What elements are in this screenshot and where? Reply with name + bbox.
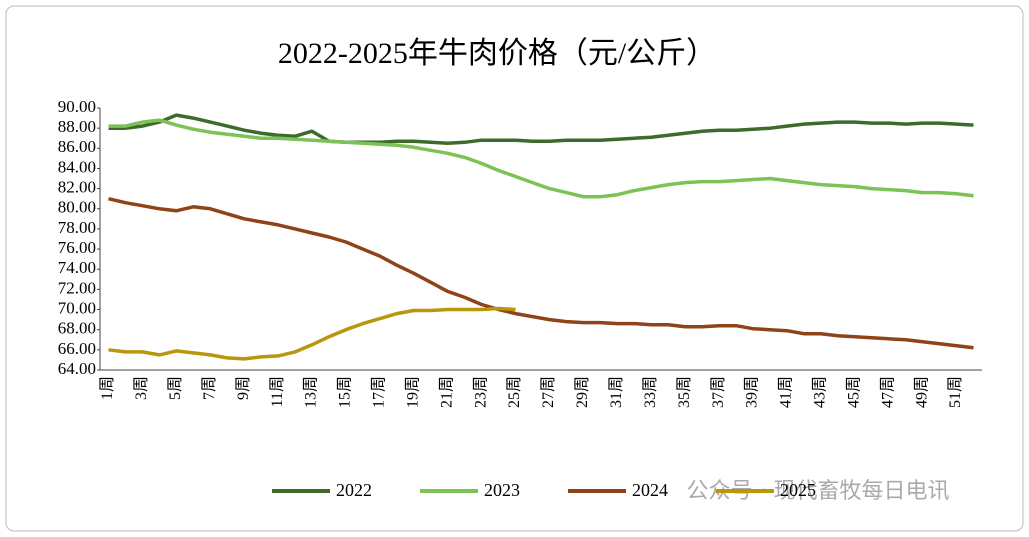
legend-label: 2025 xyxy=(780,480,816,500)
y-tick-label: 64.00 xyxy=(58,359,96,378)
x-tick-label: 35周 xyxy=(676,376,693,408)
legend-label: 2024 xyxy=(632,480,668,500)
x-tick-label: 37周 xyxy=(710,376,727,408)
y-tick-label: 78.00 xyxy=(58,218,96,237)
legend-label: 2022 xyxy=(336,480,372,500)
x-tick-label: 11周 xyxy=(269,376,286,407)
x-tick-label: 3周 xyxy=(133,376,150,400)
y-tick-label: 88.00 xyxy=(58,117,96,136)
x-tick-label: 17周 xyxy=(371,376,388,408)
x-tick-label: 5周 xyxy=(167,376,184,400)
x-tick-label: 29周 xyxy=(574,376,591,408)
series-line xyxy=(108,306,516,361)
x-tick-label: 47周 xyxy=(879,376,896,408)
y-tick-label: 76.00 xyxy=(58,238,96,257)
y-tick-label: 84.00 xyxy=(58,157,96,176)
y-tick-label: 80.00 xyxy=(58,198,96,217)
x-tick-label: 23周 xyxy=(472,376,489,408)
x-tick-label: 33周 xyxy=(642,376,659,408)
x-tick-label: 21周 xyxy=(438,376,455,408)
y-tick-label: 72.00 xyxy=(58,278,96,297)
x-tick-label: 15周 xyxy=(337,376,354,408)
x-tick-label: 39周 xyxy=(744,376,761,408)
x-tick-label: 19周 xyxy=(404,376,421,408)
x-tick-label: 25周 xyxy=(506,376,523,408)
y-tick-label: 68.00 xyxy=(58,319,96,338)
x-tick-label: 45周 xyxy=(845,376,862,408)
series-line xyxy=(108,118,974,199)
legend-label: 2023 xyxy=(484,480,520,500)
x-tick-label: 31周 xyxy=(608,376,625,408)
y-tick-label: 82.00 xyxy=(58,178,96,197)
y-tick-label: 66.00 xyxy=(58,339,96,358)
y-tick-label: 70.00 xyxy=(58,298,96,317)
x-tick-label: 1周 xyxy=(99,376,116,400)
chart-title: 2022-2025年牛肉价格（元/公斤） xyxy=(278,37,716,70)
frame xyxy=(5,5,1024,532)
y-tick-label: 86.00 xyxy=(58,137,96,156)
x-tick-label: 41周 xyxy=(778,376,795,408)
x-tick-label: 51周 xyxy=(947,376,964,408)
x-tick-label: 7周 xyxy=(201,376,218,400)
x-tick-label: 27周 xyxy=(540,376,557,408)
x-tick-label: 43周 xyxy=(812,376,829,408)
x-tick-label: 49周 xyxy=(913,376,930,408)
series-line xyxy=(108,113,974,146)
x-tick-label: 9周 xyxy=(235,376,252,400)
y-tick-label: 90.00 xyxy=(58,97,96,116)
y-tick-label: 74.00 xyxy=(58,258,96,277)
series-line xyxy=(108,196,974,350)
x-tick-label: 13周 xyxy=(303,376,320,408)
